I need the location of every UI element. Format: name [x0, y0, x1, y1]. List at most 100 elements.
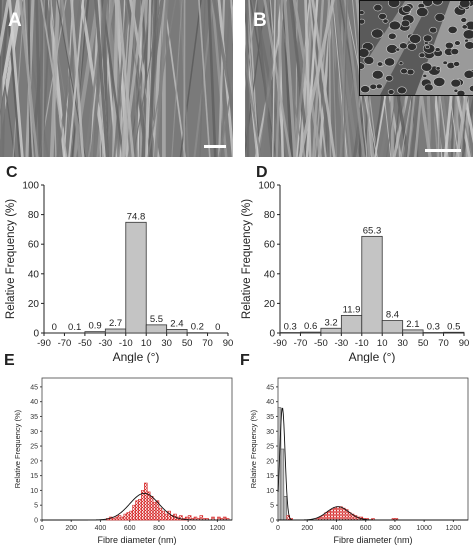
y-tick-label: 40: [264, 269, 276, 280]
x-axis-label: Angle (°): [349, 350, 396, 363]
x-tick-label: 0: [40, 525, 44, 532]
fibre-line: [120, 0, 136, 157]
bar: [327, 510, 331, 521]
pore: [360, 85, 370, 94]
bar-value-label: 3.2: [325, 317, 338, 328]
fibre-line: [90, 0, 108, 157]
x-tick-label: 50: [418, 338, 429, 349]
y-tick-label: 5: [270, 503, 274, 510]
x-tick-label: 1000: [416, 525, 432, 532]
sem-image-a: A: [0, 0, 233, 157]
bar: [149, 496, 154, 521]
fibre-line: [330, 0, 344, 157]
pore: [385, 75, 394, 82]
panel-label-a: A: [8, 10, 22, 31]
x-tick-label: -30: [334, 338, 348, 349]
fibre-line: [332, 0, 348, 157]
fibre-line: [163, 0, 186, 157]
fibre-line: [275, 0, 284, 157]
pore: [434, 47, 441, 53]
plot-frame: [41, 377, 233, 521]
gaussian-fit-line: [42, 492, 232, 521]
x-tick-label: 10: [377, 338, 388, 349]
bar-value-label: 65.3: [363, 225, 382, 236]
y-tick-label: 20: [28, 299, 40, 310]
fibre-diameter-histogram-e: 0 5 10 15 20 25 30 35 40 45 0 200 400 600 800 1000 1200 F…: [4, 352, 233, 545]
pore: [360, 10, 365, 15]
x-tick-label: 600: [124, 525, 136, 532]
fibre-line: [343, 0, 366, 157]
fibre-line: [304, 0, 312, 157]
pore: [450, 78, 462, 88]
gaussian-fit-line: [278, 506, 468, 521]
x-tick-label: 70: [438, 338, 449, 349]
fibre-line: [132, 0, 162, 157]
x-tick-label: -90: [37, 338, 51, 349]
y-tick-label: 10: [266, 488, 274, 495]
bar: [321, 515, 326, 521]
pore: [395, 47, 401, 52]
bar: [340, 314, 363, 334]
bar-value-label: 74.8: [127, 211, 146, 222]
pore: [463, 70, 473, 79]
fibre-line: [145, 0, 152, 157]
y-tick-label: 0: [33, 329, 39, 340]
pore: [432, 1, 443, 6]
fibre-line: [207, 0, 217, 157]
panel-label: E: [4, 352, 15, 369]
bar: [333, 507, 337, 521]
fibre-line: [42, 0, 45, 157]
bar: [339, 506, 343, 521]
pore: [422, 34, 433, 43]
bar-value-label: 2.4: [170, 318, 183, 329]
x-tick-label: 400: [331, 525, 343, 532]
pore: [464, 41, 473, 50]
pore: [456, 89, 466, 95]
pore: [371, 70, 384, 80]
bar: [320, 327, 342, 334]
bar: [84, 331, 106, 334]
pore: [435, 66, 441, 71]
y-tick-label: 45: [30, 384, 38, 391]
pore: [460, 17, 468, 23]
x-tick-label: -10: [119, 338, 133, 349]
x-tick-label: 200: [301, 525, 313, 532]
bar: [120, 516, 125, 521]
pore: [388, 20, 401, 31]
bar-value-label: 2.1: [406, 319, 419, 330]
bar: [141, 490, 145, 521]
fibre-line: [153, 0, 169, 157]
y-tick-label: 35: [30, 414, 38, 421]
bar: [300, 331, 322, 334]
panel-label-b: B: [253, 10, 267, 31]
pore: [369, 83, 377, 90]
x-tick-label: 1000: [180, 525, 196, 532]
bar: [443, 331, 465, 334]
bar: [145, 324, 168, 334]
pore: [402, 5, 412, 13]
x-tick-label: 30: [161, 338, 172, 349]
y-tick-label: 60: [28, 240, 40, 251]
scale-bar-a: [204, 145, 226, 148]
x-tick-label: 90: [223, 338, 234, 349]
pore: [360, 18, 366, 25]
fibre-line: [218, 0, 226, 157]
pore: [447, 25, 458, 34]
fibre-line: [101, 0, 125, 157]
pore: [407, 42, 417, 51]
fibre-line: [171, 0, 183, 157]
fibre-line: [245, 124, 249, 157]
scale-bar-b: [425, 149, 461, 152]
bar: [123, 513, 128, 521]
bar: [135, 500, 139, 521]
x-tick-label: 1200: [446, 525, 462, 532]
bar-value-label: 0.6: [304, 321, 317, 332]
x-tick-label: 800: [153, 525, 165, 532]
pore: [461, 24, 468, 30]
pore: [429, 26, 438, 34]
x-axis-label: Fibre diameter (nm): [97, 535, 176, 545]
bar: [158, 507, 163, 521]
pore: [409, 33, 422, 44]
y-tick-label: 5: [34, 503, 38, 510]
